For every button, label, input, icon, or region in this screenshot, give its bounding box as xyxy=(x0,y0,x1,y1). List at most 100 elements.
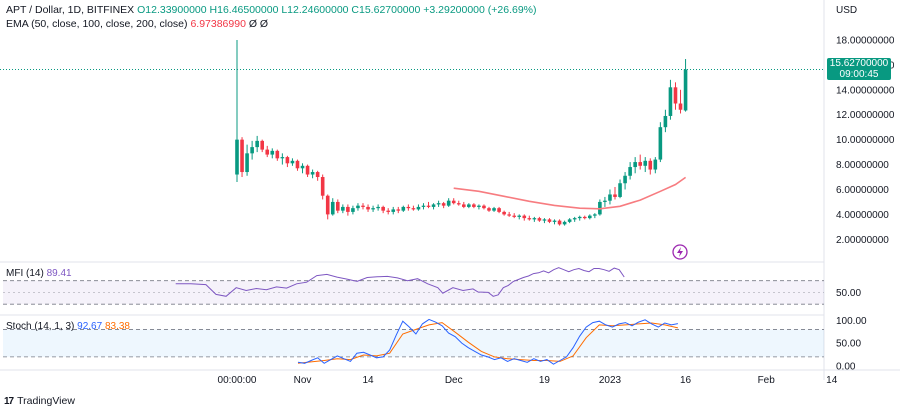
candle-body xyxy=(643,160,648,166)
candle-body xyxy=(532,218,537,220)
stoch-axis: 100.00 50.00 0.00 xyxy=(836,316,867,373)
ema-label: EMA (50, close, 100, close, 200, close) xyxy=(6,18,188,30)
candle-body xyxy=(386,210,390,212)
stoch-tick-label: 100.00 xyxy=(836,316,867,327)
price-tick-label: 8.00000000 xyxy=(836,160,889,171)
candle-body xyxy=(285,157,290,164)
candle-body xyxy=(310,172,315,175)
candle-body xyxy=(330,201,335,215)
candle-body xyxy=(562,221,567,225)
candle-body xyxy=(477,205,481,207)
candle-body xyxy=(603,200,607,202)
alert-icon[interactable] xyxy=(672,244,688,260)
candle-body xyxy=(351,208,355,212)
candle-body xyxy=(638,162,642,166)
time-tick-label: 19 xyxy=(539,375,551,386)
time-tick-label: Dec xyxy=(445,375,463,386)
candle-body xyxy=(240,139,244,173)
candle-body xyxy=(633,162,637,168)
time-tick-label: 16 xyxy=(680,375,692,386)
mfi-value: 89.41 xyxy=(46,268,72,279)
candle-body xyxy=(613,194,617,197)
candle-body xyxy=(446,200,451,206)
time-tick-label: Feb xyxy=(758,375,776,386)
candle-body xyxy=(588,215,592,219)
candle-body xyxy=(653,159,658,170)
candle-body xyxy=(668,87,673,116)
candle-body xyxy=(341,206,345,211)
price-tick-label: 4.00000000 xyxy=(836,210,889,221)
candle-body xyxy=(431,204,436,207)
time-tick-label: Nov xyxy=(294,375,312,386)
candle-body xyxy=(376,206,380,209)
candle-body xyxy=(582,216,587,219)
candle-body xyxy=(487,208,491,211)
candle-body xyxy=(623,175,627,184)
candle-body xyxy=(411,208,416,210)
price-tick-label: 14.00000000 xyxy=(836,85,895,96)
candle-body xyxy=(421,205,426,207)
candle-body xyxy=(663,115,668,128)
legend-ema-line[interactable]: EMA (50, close, 100, close, 200, close) … xyxy=(6,18,268,31)
candle-body xyxy=(325,195,330,215)
time-tick-label: 14 xyxy=(826,375,838,386)
candle-body xyxy=(462,204,466,207)
time-tick-label: 14 xyxy=(362,375,374,386)
candle-body xyxy=(255,140,259,148)
stoch-legend[interactable]: Stoch (14, 1, 3) 92.67 83.38 xyxy=(6,321,130,332)
candle-body xyxy=(245,153,249,173)
time-tick-label: 2023 xyxy=(599,375,622,386)
candle-body xyxy=(381,206,385,211)
candle-body xyxy=(673,87,678,104)
last-price-value: 15.62700000 xyxy=(829,58,889,69)
candle-body xyxy=(648,160,653,170)
last-price-tag: 15.62700000 09:00:45 xyxy=(827,58,891,80)
stoch-tick-label: 0.00 xyxy=(836,362,856,373)
candle-body xyxy=(275,150,280,159)
price-tick-label: 10.00000000 xyxy=(836,135,895,146)
currency-label: USD xyxy=(836,5,858,16)
candle-body xyxy=(608,194,612,201)
candle-body xyxy=(356,205,360,209)
candle-body xyxy=(235,139,239,175)
candle-body xyxy=(315,172,320,178)
stoch-label: Stoch (14, 1, 3) xyxy=(6,321,75,332)
mfi-tick-label: 50.00 xyxy=(836,288,861,299)
candle-body xyxy=(542,219,547,221)
time-axis: 00:00:00 Nov 14 Dec 19 2023 16 Feb 14 xyxy=(218,375,838,386)
candle-body xyxy=(482,205,486,209)
ohlc-close: C15.62700000 xyxy=(351,4,421,16)
ohlc-high: H16.46500000 xyxy=(209,4,279,16)
mfi-label: MFI (14) xyxy=(6,268,44,279)
candle-body xyxy=(502,211,506,215)
candle-body xyxy=(512,215,516,217)
price-tick-label: 2.00000000 xyxy=(836,235,889,246)
candle-body xyxy=(467,204,471,207)
tradingview-brand[interactable]: 17 TradingView xyxy=(4,395,75,407)
candle-body xyxy=(492,208,496,211)
candle-body xyxy=(371,208,375,210)
candle-body xyxy=(396,209,401,211)
price-tick-label: 6.00000000 xyxy=(836,185,889,196)
ema-line xyxy=(453,176,687,210)
candle-body xyxy=(572,218,577,220)
candle-body xyxy=(436,203,441,205)
candle-body xyxy=(567,219,572,222)
ohlc-low: L12.24600000 xyxy=(281,4,349,16)
candle-body xyxy=(391,209,396,212)
last-price-countdown: 09:00:45 xyxy=(839,69,879,80)
mfi-legend[interactable]: MFI (14) 89.41 xyxy=(6,268,72,279)
candle-body xyxy=(305,165,310,175)
ema-value: 6.97386990 xyxy=(190,18,246,30)
candle-body xyxy=(441,203,446,206)
candle-body xyxy=(678,103,683,110)
legend-symbol-line[interactable]: APT / Dollar, 1D, BITFINEX O12.33900000 … xyxy=(6,4,537,17)
candle-body xyxy=(527,218,532,220)
stoch-d-value: 83.38 xyxy=(104,321,130,332)
candle-body xyxy=(300,165,305,169)
candle-body xyxy=(522,215,527,219)
candle-body xyxy=(577,216,582,219)
candle-body xyxy=(366,206,370,210)
